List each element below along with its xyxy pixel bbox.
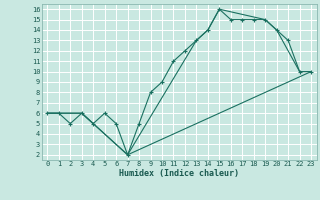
X-axis label: Humidex (Indice chaleur): Humidex (Indice chaleur) [119, 169, 239, 178]
